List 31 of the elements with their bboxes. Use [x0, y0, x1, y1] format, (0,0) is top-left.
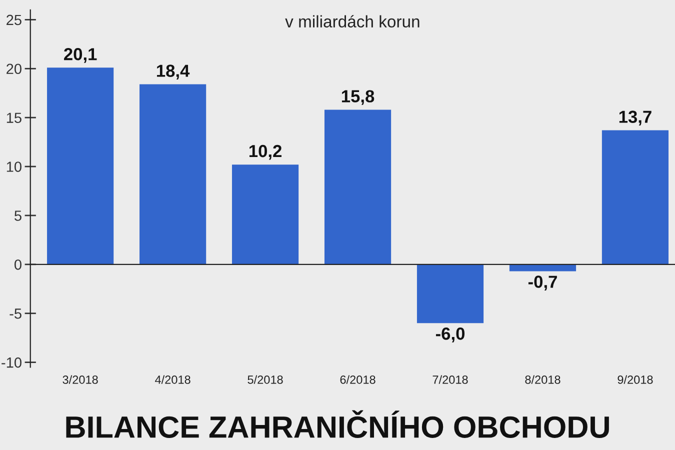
data-label: 15,8 [342, 90, 374, 105]
data-label: 20,1 [64, 48, 97, 63]
chart-subtitle: v miliardách korun [285, 15, 420, 28]
bar [140, 84, 206, 264]
bar [324, 110, 392, 264]
data-label: -6,0 [436, 328, 465, 342]
y-tick-label: 25 [6, 14, 22, 26]
y-tick-label: 20 [6, 64, 22, 74]
data-label: -0,7 [528, 276, 557, 290]
bar [509, 264, 576, 272]
x-tick-label: 9/2018 [618, 375, 653, 384]
y-tick-label: 0 [14, 260, 22, 270]
y-tick-label: -5 [10, 308, 22, 319]
x-tick-label: 3/2018 [62, 375, 98, 384]
bar [232, 164, 299, 264]
x-tick-label: 7/2018 [432, 375, 468, 384]
x-tick-label: 6/2018 [340, 375, 376, 384]
x-tick-label: 8/2018 [525, 375, 560, 384]
y-tick-label: 15 [6, 112, 22, 124]
data-label: 13,7 [619, 110, 652, 126]
x-tick-label: 4/2018 [155, 375, 190, 384]
bar [416, 264, 484, 324]
bar [47, 68, 114, 264]
y-tick-label: 5 [14, 210, 22, 221]
x-tick-label: 5/2018 [248, 375, 283, 384]
bar [602, 130, 669, 264]
y-tick-label: 10 [6, 162, 22, 172]
text: BILANCE ZAHRANIČNÍHO OBCHODU [66, 410, 609, 438]
data-label: 18,4 [157, 64, 190, 80]
data-label: 10,2 [249, 144, 282, 160]
y-tick-label: -10 [2, 357, 22, 368]
